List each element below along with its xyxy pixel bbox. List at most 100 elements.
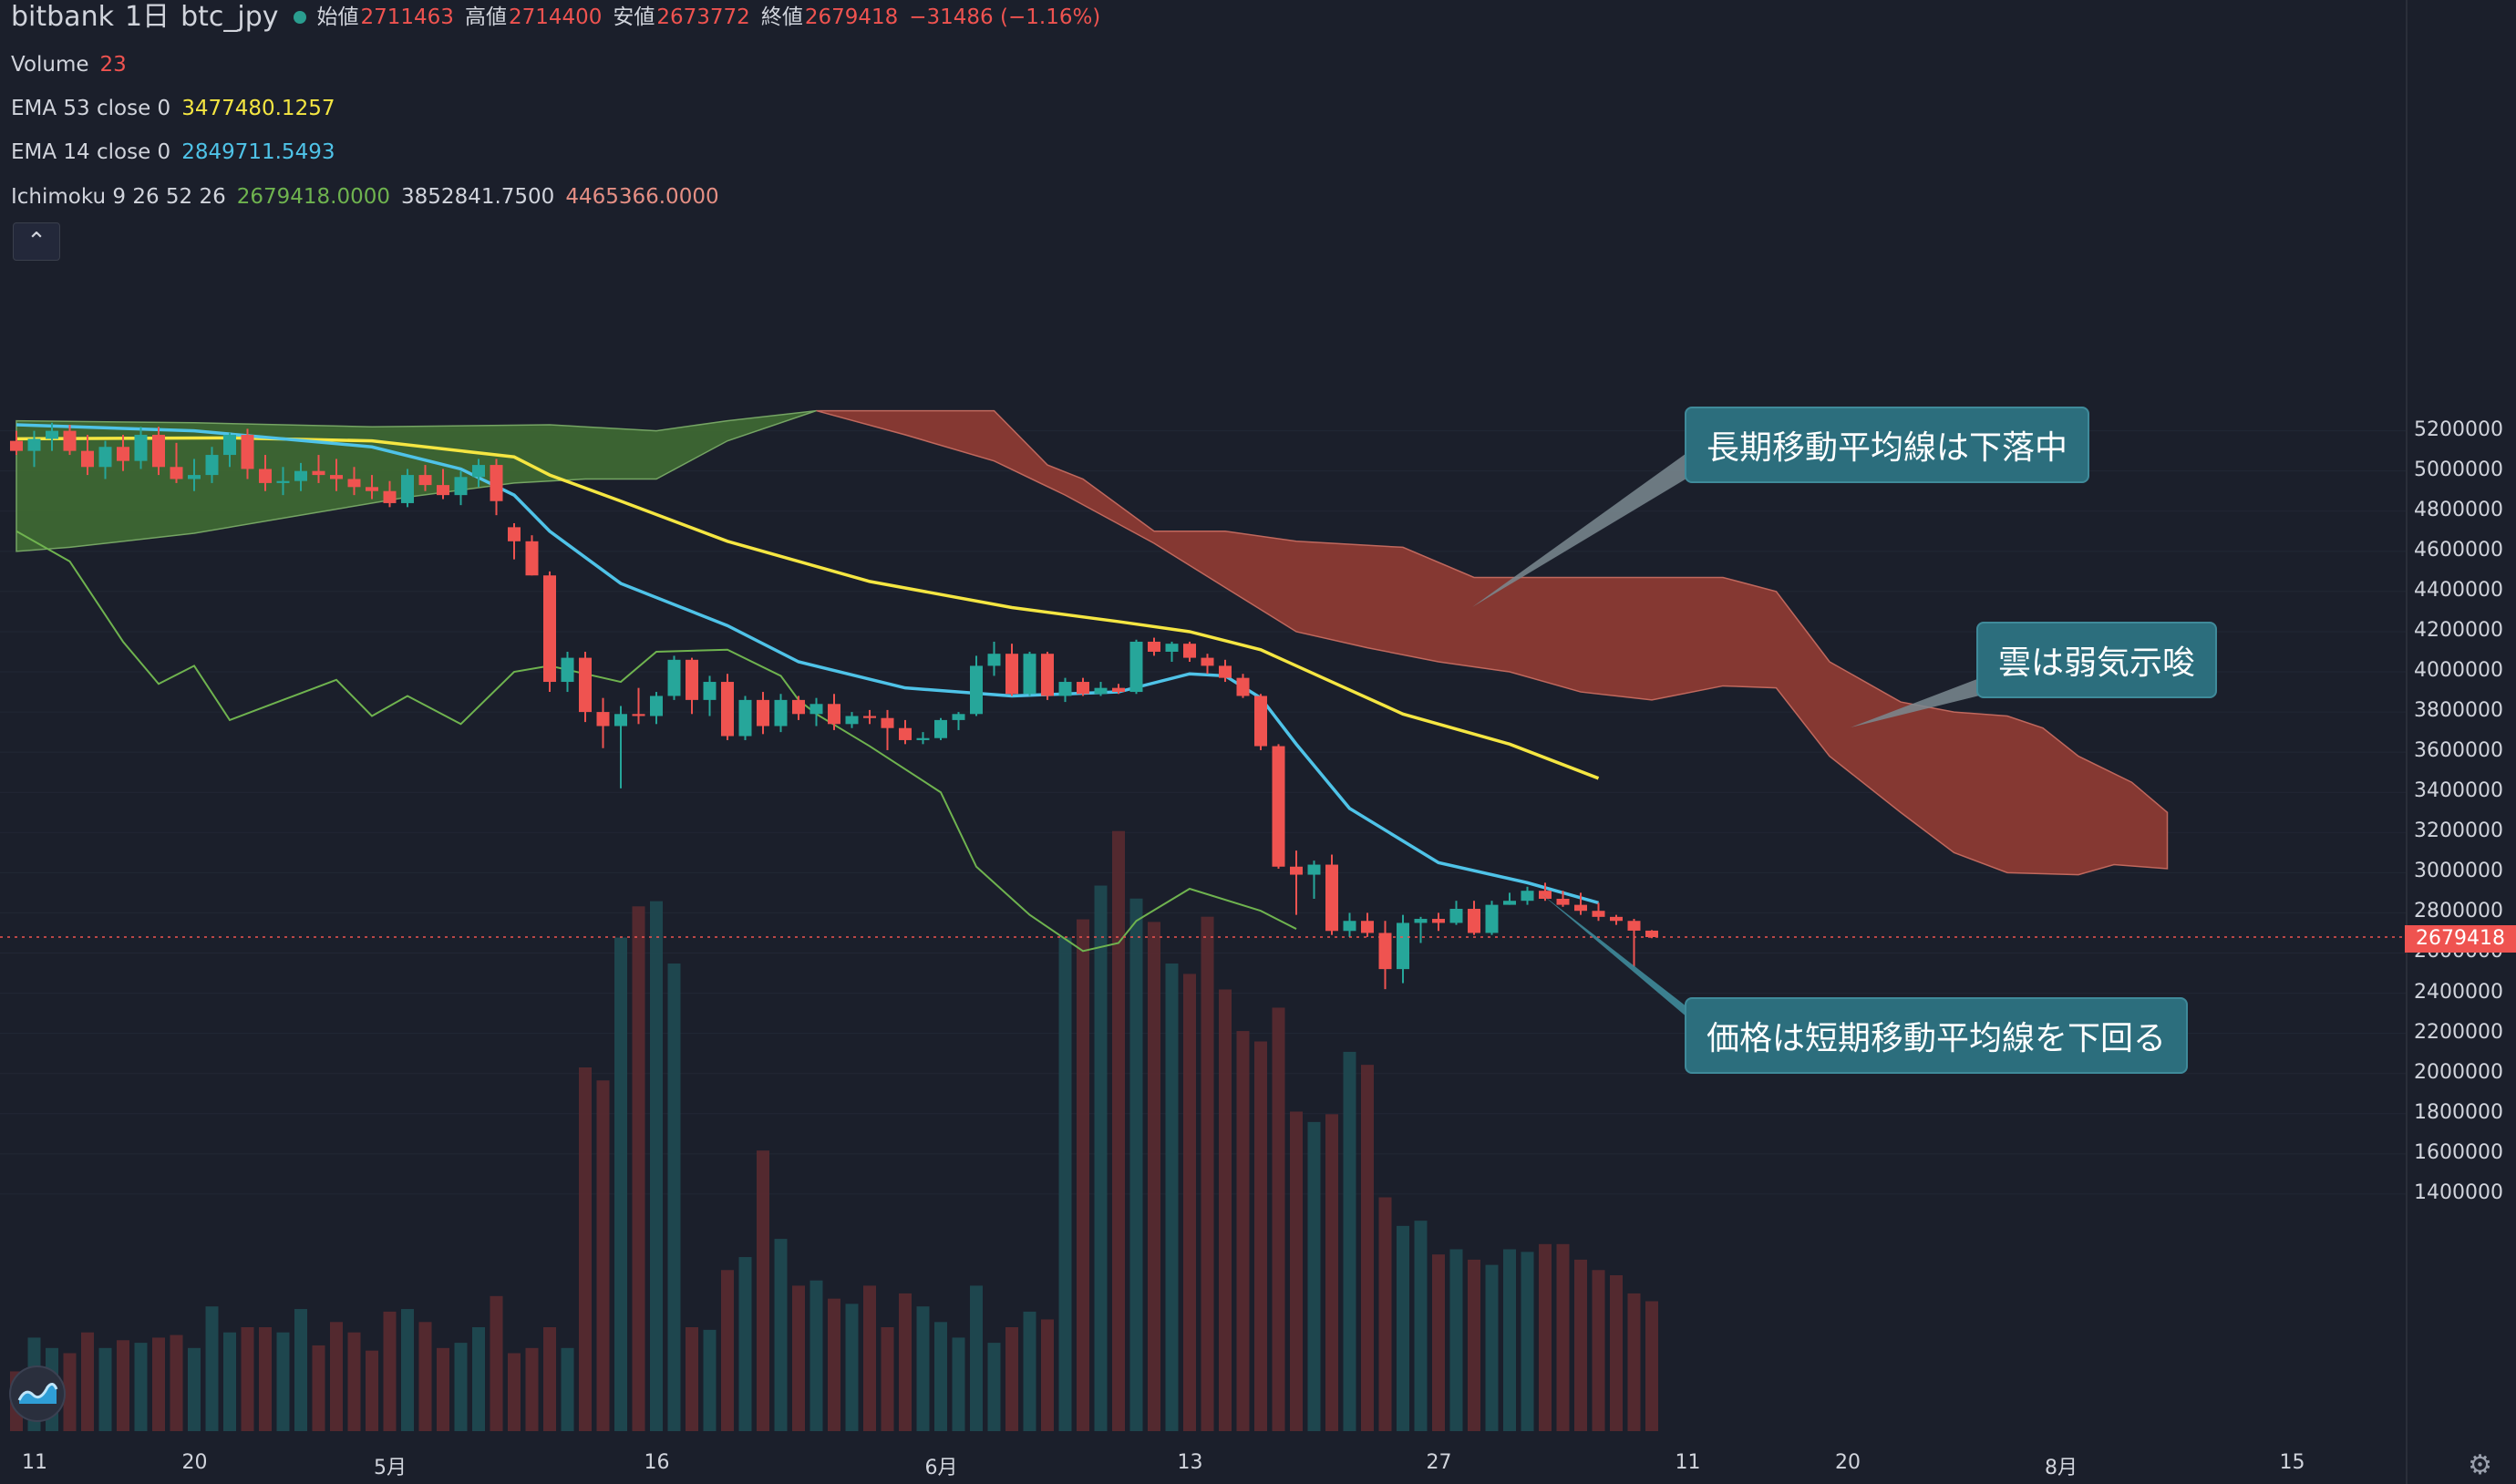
volume-bar xyxy=(1041,1319,1054,1431)
candle xyxy=(10,430,23,456)
candle xyxy=(366,475,378,500)
volume-bar xyxy=(1236,1031,1250,1431)
candle-body xyxy=(1397,922,1409,970)
candle xyxy=(1236,674,1250,698)
callout-cloud: 雲は弱気示唆 xyxy=(1976,622,2218,698)
candle-body xyxy=(650,696,663,716)
time-axis-label: 13 xyxy=(1177,1451,1203,1474)
candle-body xyxy=(241,435,254,469)
candle xyxy=(1041,651,1054,700)
candle-body xyxy=(1432,919,1445,923)
callout-price-text: 価格は短期移動平均線を下回る xyxy=(1707,1020,2167,1057)
current-price-tag: 2679418 xyxy=(2405,925,2516,953)
candle xyxy=(632,687,645,725)
candle-body xyxy=(1307,864,1321,875)
volume-bar xyxy=(686,1327,698,1431)
ichimoku-value-3: 4465366.0000 xyxy=(565,185,719,209)
candle xyxy=(703,675,717,716)
candle xyxy=(721,674,734,740)
price-axis-label: 3800000 xyxy=(2414,699,2503,723)
volume-bar xyxy=(1094,885,1108,1431)
volume-bar xyxy=(1627,1293,1641,1431)
candle xyxy=(312,455,325,483)
candle-body xyxy=(1539,891,1552,900)
candle xyxy=(525,535,539,576)
ichimoku-legend[interactable]: Ichimoku 9 26 52 26 2679418.0000 3852841.7… xyxy=(11,185,730,209)
price-axis-label: 3000000 xyxy=(2414,860,2503,883)
tradingview-logo-icon[interactable] xyxy=(9,1365,66,1422)
candle xyxy=(1485,901,1499,935)
price-axis-label: 2200000 xyxy=(2414,1020,2503,1044)
candle xyxy=(1521,886,1534,905)
candle xyxy=(579,651,592,723)
candle-body xyxy=(347,479,361,488)
candle xyxy=(1023,651,1036,696)
ema53-legend[interactable]: EMA 53 close 0 3477480.1257 xyxy=(11,97,345,120)
candle xyxy=(418,465,432,491)
candle xyxy=(1290,850,1303,915)
volume-bar xyxy=(1272,1007,1285,1431)
volume-bar xyxy=(543,1327,556,1431)
candle-body xyxy=(205,455,219,476)
candle-body xyxy=(667,659,681,696)
volume-bar xyxy=(650,901,663,1431)
candle-body xyxy=(828,704,840,725)
candle-body xyxy=(188,475,201,479)
candle-body xyxy=(170,467,183,479)
price-axis-label: 2000000 xyxy=(2414,1060,2503,1084)
volume-bar xyxy=(1485,1264,1499,1431)
candle xyxy=(1645,930,1658,939)
candle xyxy=(223,432,236,468)
candle-body xyxy=(721,682,734,737)
candle xyxy=(1307,861,1321,900)
open-label: 始値 xyxy=(316,5,359,29)
volume-bar xyxy=(1219,989,1232,1431)
candle-body xyxy=(1077,682,1089,695)
interval-label[interactable]: 1日 xyxy=(124,1,170,33)
gear-icon[interactable]: ⚙ xyxy=(2468,1449,2492,1481)
candle xyxy=(543,571,556,693)
collapse-legend-button[interactable]: ⌃ xyxy=(13,222,60,261)
change-value: −31486 (−1.16%) xyxy=(909,5,1101,29)
candle-body xyxy=(1325,864,1338,932)
candle xyxy=(1503,892,1516,905)
price-axis-label: 4400000 xyxy=(2414,578,2503,602)
candle-body xyxy=(383,490,397,503)
candle-body xyxy=(863,716,876,718)
candle xyxy=(383,480,397,508)
candle-body xyxy=(1414,919,1428,923)
candle xyxy=(987,641,1001,676)
volume-bars xyxy=(10,830,1658,1431)
candle-body xyxy=(1290,866,1303,875)
volume-bar xyxy=(1201,916,1214,1431)
volume-bar xyxy=(508,1353,521,1431)
candle-body xyxy=(1023,654,1036,695)
volume-bar xyxy=(1397,1225,1409,1431)
ema53-value: 3477480.1257 xyxy=(181,97,335,120)
ema53-line xyxy=(15,436,1600,780)
ema14-legend[interactable]: EMA 14 close 0 2849711.5493 xyxy=(11,140,345,164)
candle-body xyxy=(276,480,290,483)
candle-body xyxy=(472,465,485,478)
candle-body xyxy=(899,727,912,740)
candle xyxy=(1201,654,1214,675)
volume-bar xyxy=(845,1304,859,1431)
ichimoku-value-2: 3852841.7500 xyxy=(401,185,555,209)
volume-bar xyxy=(1432,1254,1445,1431)
candle xyxy=(472,459,485,488)
candle xyxy=(686,657,698,715)
time-axis-label: 11 xyxy=(22,1451,47,1474)
volume-bar xyxy=(205,1306,219,1431)
volume-bar xyxy=(454,1343,468,1431)
volume-legend[interactable]: Volume 23 xyxy=(11,53,138,77)
candle-body xyxy=(1041,654,1054,696)
volume-bar xyxy=(703,1329,717,1431)
volume-bar xyxy=(418,1322,432,1431)
volume-bar xyxy=(117,1340,129,1431)
symbol-name[interactable]: btc_jpy xyxy=(180,1,279,33)
volume-bar xyxy=(63,1353,77,1431)
candle-body xyxy=(1343,921,1356,932)
candle xyxy=(508,522,521,560)
exchange-name[interactable]: bitbank xyxy=(11,1,114,33)
